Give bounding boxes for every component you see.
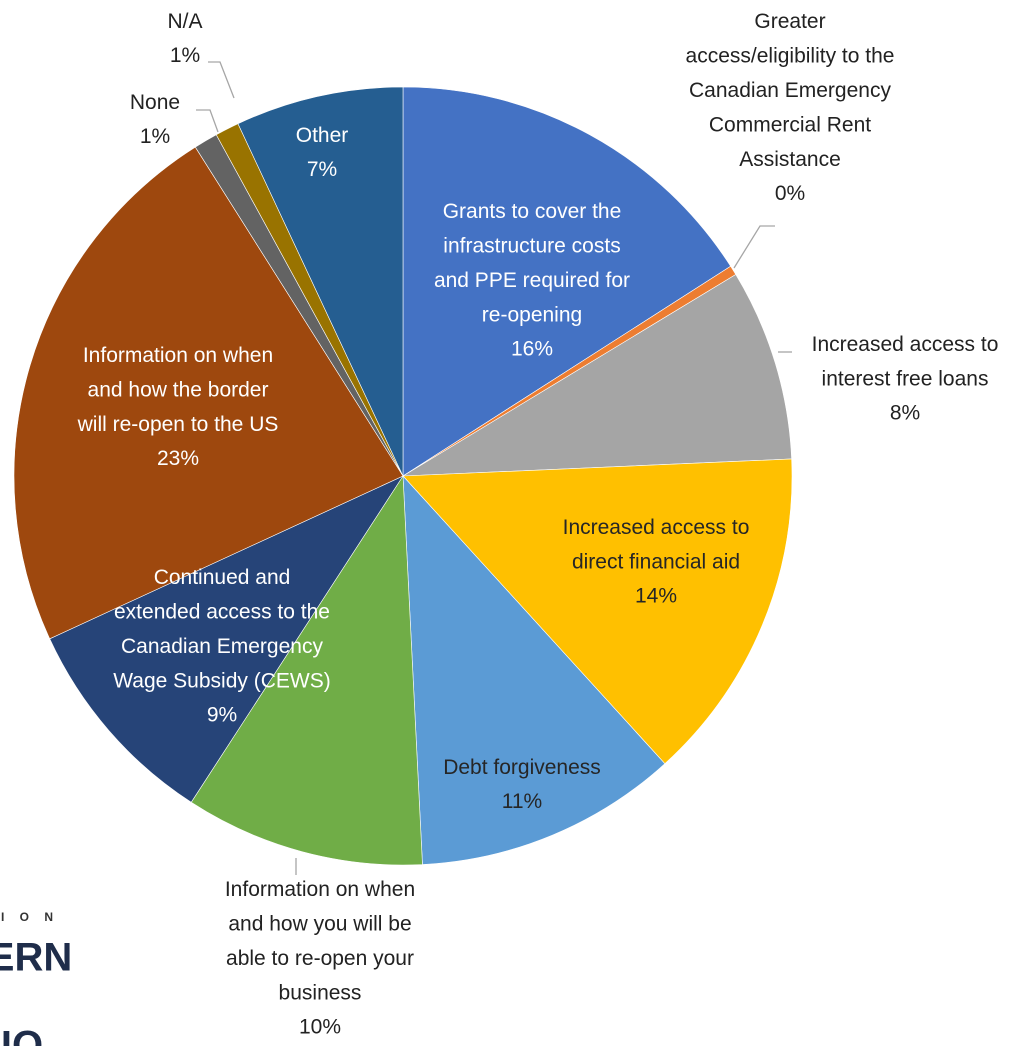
value-label: 1%	[170, 44, 200, 67]
logo: I O N ERN IO	[0, 910, 72, 1046]
slice-label: Grants to cover the infrastructure costs a…	[434, 200, 630, 327]
pie-slice	[190, 475, 423, 866]
slice-label: N/A	[167, 10, 202, 33]
logo-text: IO	[1, 1024, 43, 1046]
slice-label: Increased access to direct financial aid	[563, 516, 750, 574]
leader-line	[733, 225, 775, 269]
value-label: 10%	[299, 1016, 341, 1039]
leader-line	[208, 61, 235, 99]
pie-slice	[237, 86, 404, 477]
value-label: 23%	[157, 447, 199, 470]
value-label: 1%	[140, 125, 170, 148]
pie-slice	[49, 475, 404, 803]
logo-text: I O N	[1, 910, 59, 924]
leader-line	[196, 109, 219, 133]
value-label: 9%	[207, 704, 237, 727]
value-label: 16%	[511, 338, 553, 361]
pie-slice	[402, 458, 793, 765]
value-label: 11%	[502, 790, 542, 813]
value-label: 0%	[775, 182, 805, 205]
value-label: 7%	[307, 158, 337, 181]
slice-label: None	[130, 91, 180, 114]
slice-label: Information on when and how you will be ab…	[225, 878, 415, 1005]
pie-slice	[402, 86, 732, 477]
slice-label: Greater access/eligibility to the Canadian…	[686, 10, 895, 171]
pie-slice	[402, 475, 666, 865]
value-label: 8%	[890, 402, 920, 425]
slice-label: Continued and extended access to the Canad…	[113, 566, 330, 693]
logo-text: ERN	[0, 936, 72, 980]
pie-slice	[402, 274, 792, 477]
slice-label: Debt forgiveness	[443, 756, 601, 779]
pie-slice	[13, 146, 404, 640]
value-label: 14%	[635, 585, 677, 608]
slice-label: Information on when and how the border wil…	[77, 344, 279, 436]
slice-label: Other	[296, 124, 349, 147]
slice-label: Increased access to interest free loans	[812, 333, 999, 391]
